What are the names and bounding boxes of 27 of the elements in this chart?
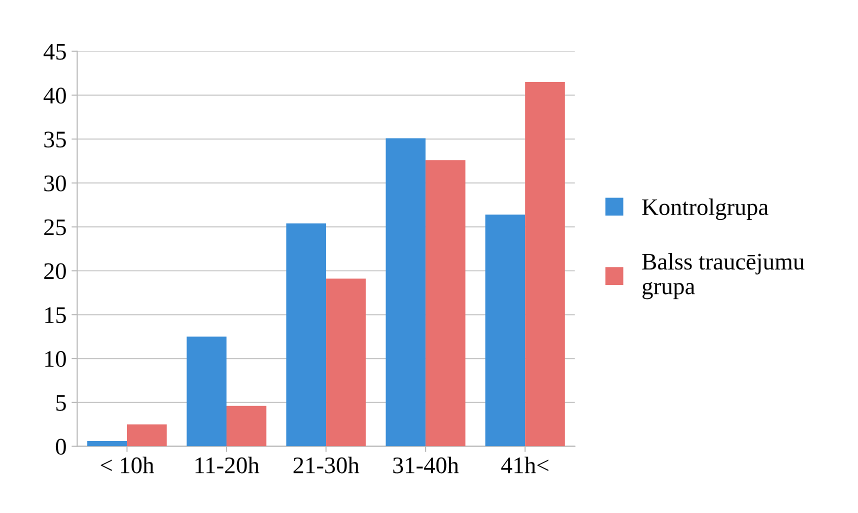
x-tick-label: 31-40h <box>393 456 459 474</box>
bar <box>386 138 426 446</box>
bar <box>186 336 227 446</box>
y-tick-label: 30 <box>44 175 66 192</box>
x-tick-label: 41h< <box>501 456 548 474</box>
legend-label: Balss traucējumu grupa <box>642 253 804 300</box>
y-tick-label: 35 <box>44 132 66 148</box>
y-tick-label: 25 <box>44 219 66 236</box>
x-tick-label: 21-30h <box>294 456 360 474</box>
x-tick-label: < 10h <box>100 456 154 474</box>
y-tick-label: 0 <box>56 438 66 455</box>
y-tick-label: 40 <box>44 88 66 104</box>
y-tick-label: 5 <box>56 395 66 411</box>
bar <box>326 278 366 446</box>
bar <box>126 424 167 446</box>
x-tick-label: 11-20h <box>196 456 260 474</box>
y-tick-label: 15 <box>45 307 66 324</box>
bar <box>426 160 466 446</box>
legend-label: Kontrolgrupa <box>642 198 768 220</box>
y-tick-label: 10 <box>45 351 66 367</box>
bar <box>226 406 266 446</box>
bar <box>286 223 326 446</box>
y-tick-label: 20 <box>44 263 66 280</box>
bar <box>485 214 526 446</box>
bar <box>87 441 127 446</box>
bar <box>525 82 565 446</box>
y-tick-label: 45 <box>44 44 66 60</box>
